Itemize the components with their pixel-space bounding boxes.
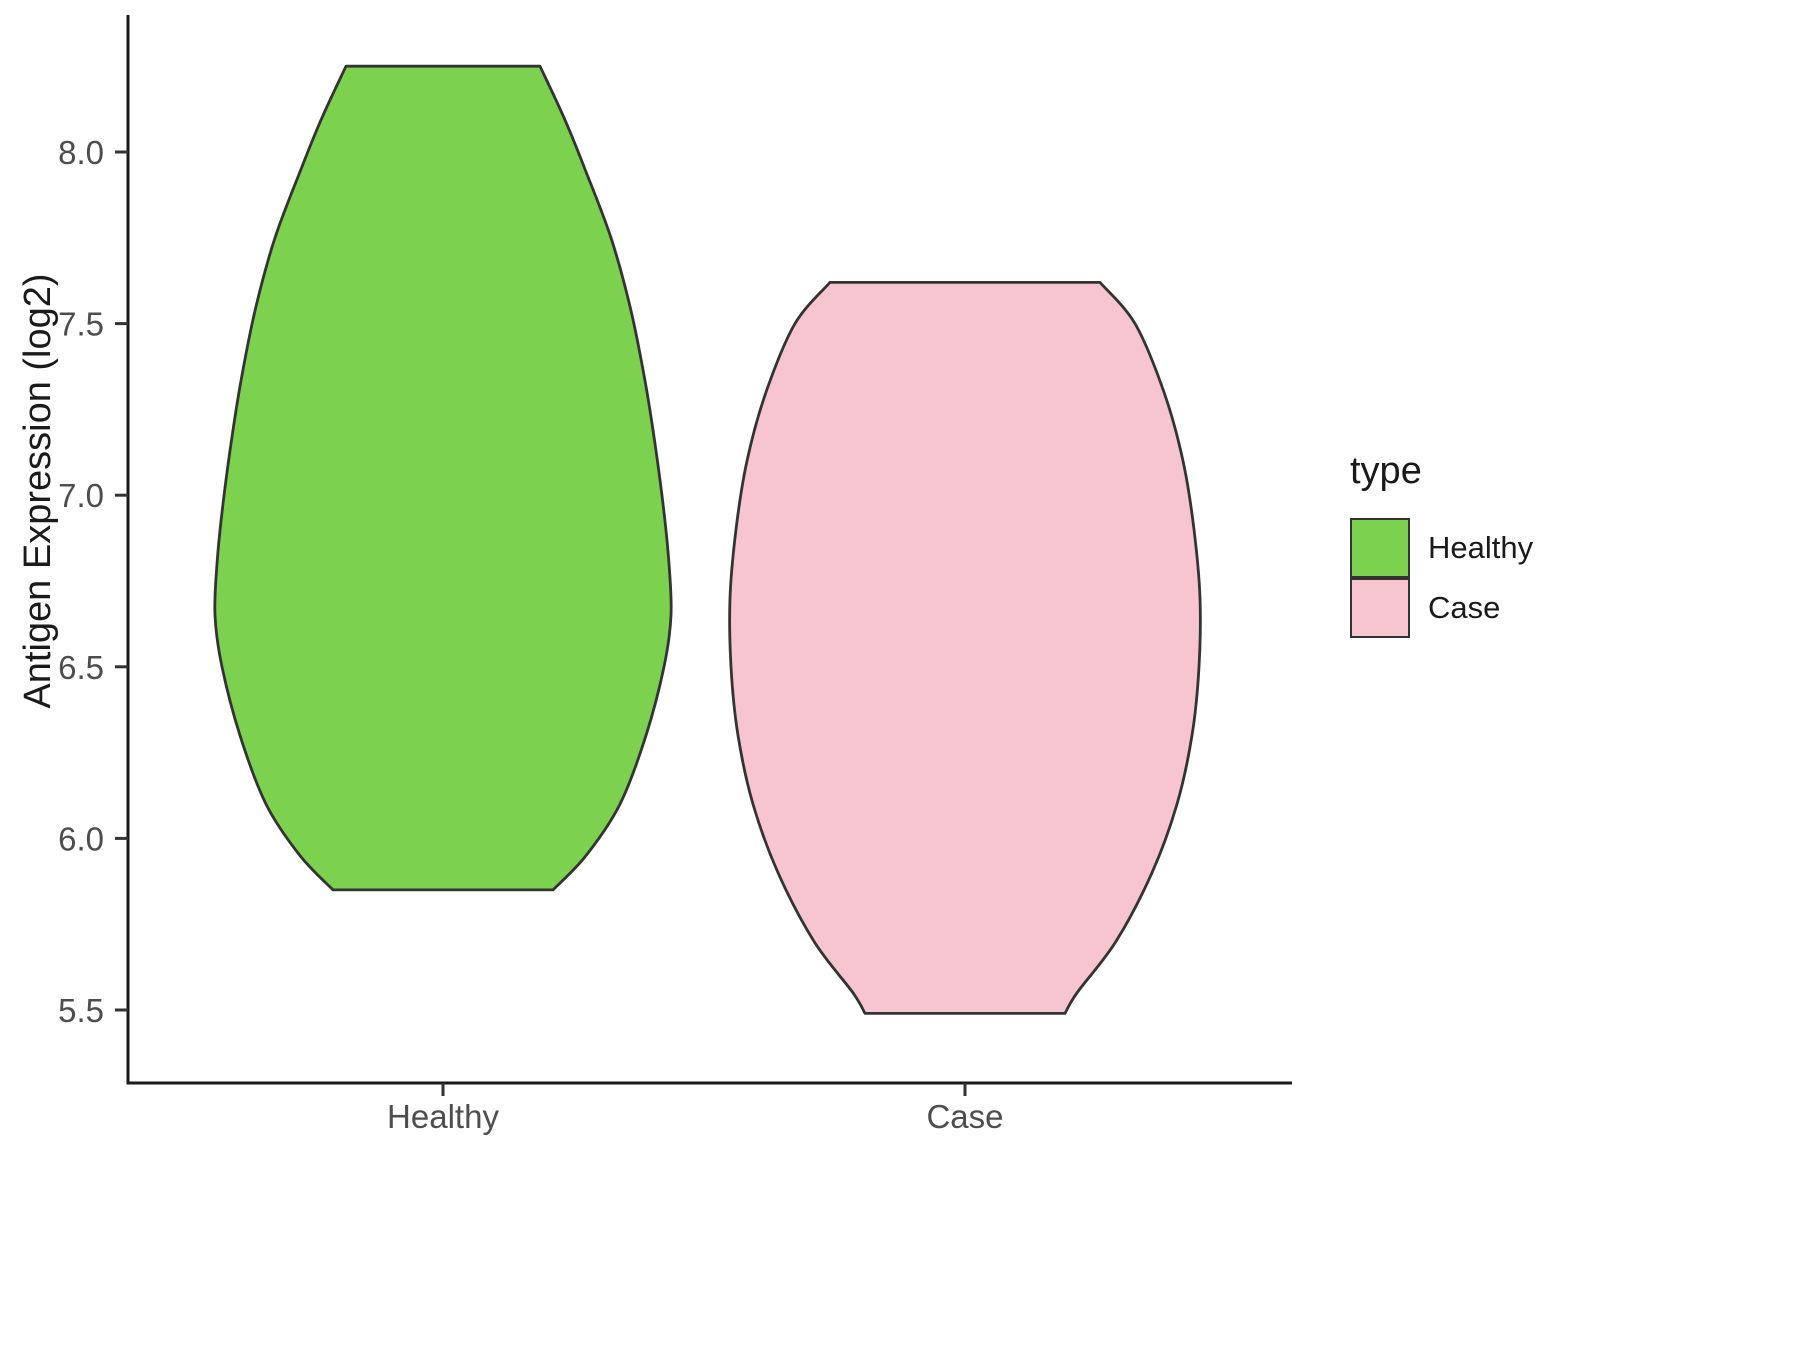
- y-tick-label: 5.5: [58, 992, 104, 1029]
- legend-swatch-case-icon: [1350, 578, 1410, 638]
- legend-swatch-healthy-icon: [1350, 518, 1410, 578]
- legend-item-healthy: Healthy: [1350, 517, 1533, 579]
- y-tick-label: 8.0: [58, 134, 104, 171]
- y-tick-label: 6.5: [58, 649, 104, 686]
- y-tick-label: 7.5: [58, 306, 104, 343]
- y-tick-label: 7.0: [58, 477, 104, 514]
- y-tick-label: 6.0: [58, 820, 104, 857]
- legend-items: Healthy Case: [1350, 517, 1533, 639]
- legend-title: type: [1350, 450, 1422, 492]
- legend: type Healthy Case: [1350, 450, 1533, 639]
- violin-healthy: [213, 64, 673, 892]
- violin-case: [728, 281, 1202, 1015]
- legend-label-case: Case: [1428, 590, 1501, 625]
- legend-item-case: Case: [1350, 577, 1533, 639]
- x-tick-label-healthy: Healthy: [387, 1098, 499, 1135]
- x-tick-label-case: Case: [926, 1098, 1004, 1135]
- legend-label-healthy: Healthy: [1428, 530, 1534, 565]
